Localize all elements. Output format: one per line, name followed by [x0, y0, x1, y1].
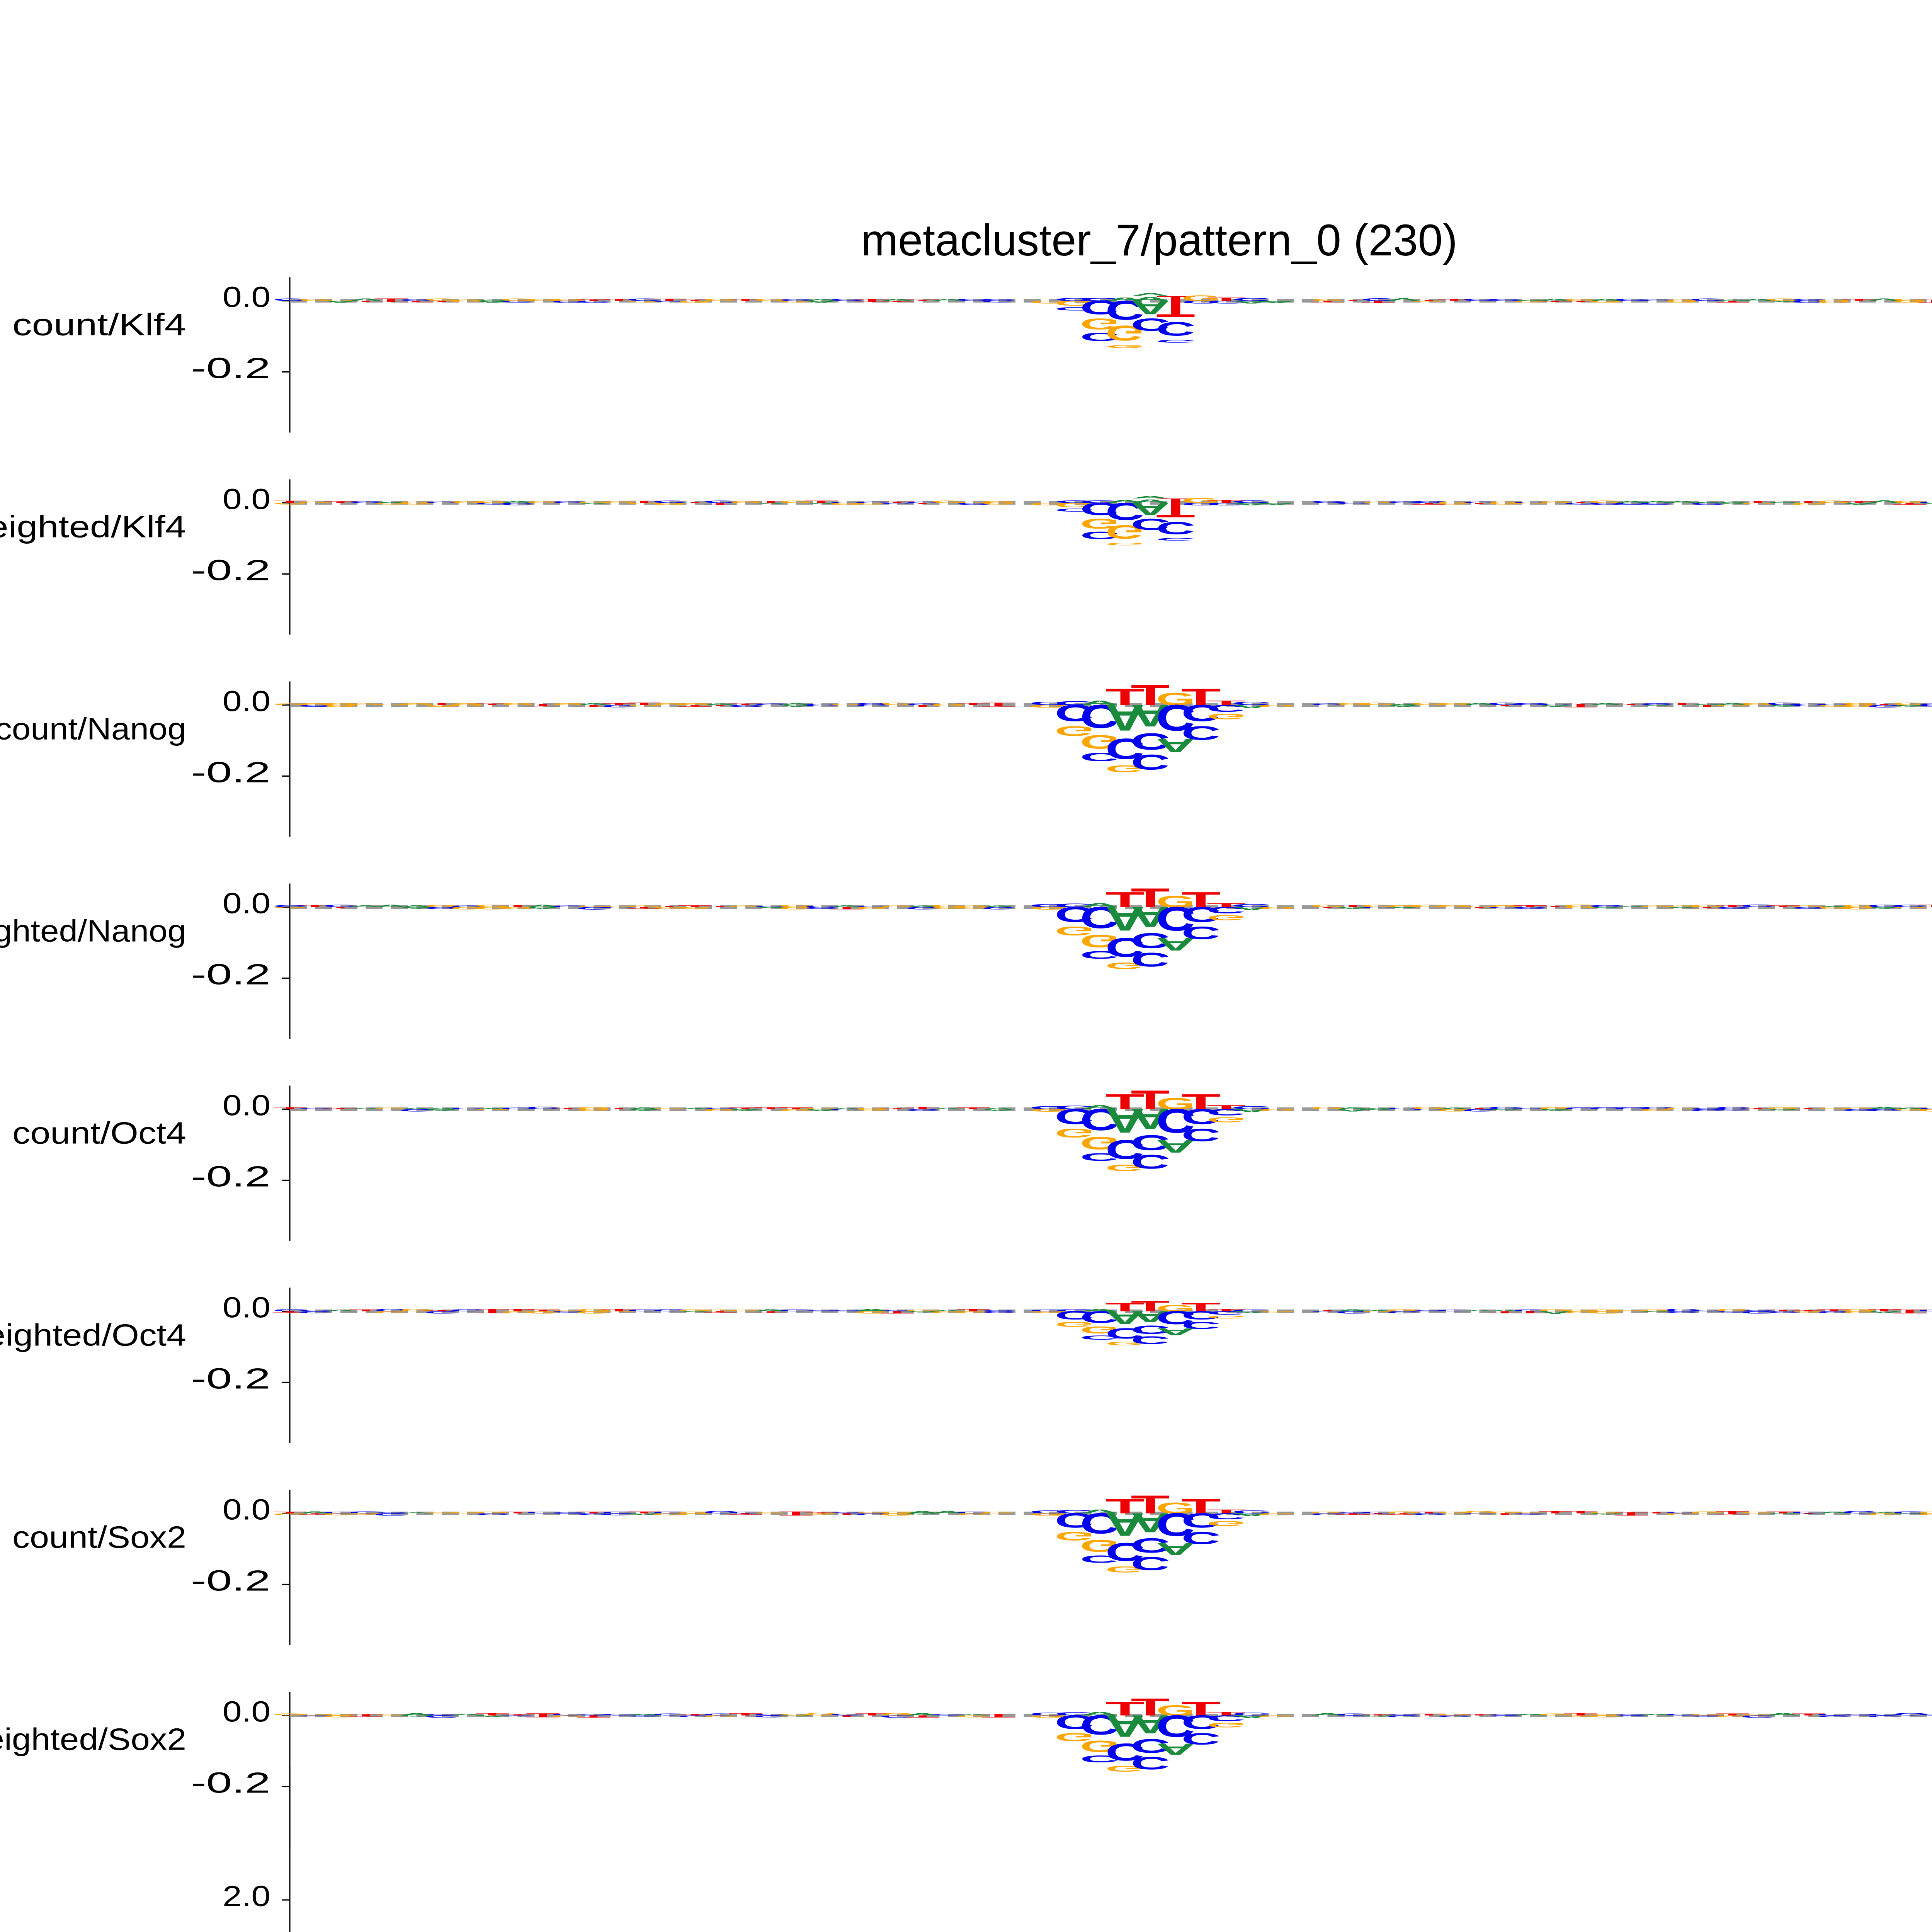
svg-text:G: G — [1257, 1513, 1296, 1516]
svg-text:T: T — [1163, 1911, 1188, 1932]
svg-text:G: G — [1257, 1715, 1296, 1718]
svg-text:count/Nanog: count/Nanog — [0, 712, 186, 746]
svg-text:2.0: 2.0 — [223, 1880, 270, 1912]
svg-text:0.0: 0.0 — [223, 1089, 270, 1122]
svg-text:weighted/Sox2: weighted/Sox2 — [0, 1722, 186, 1757]
svg-text:C: C — [981, 906, 1015, 910]
svg-text:G: G — [1207, 914, 1246, 922]
svg-text:C: C — [1181, 722, 1221, 744]
svg-text:G: G — [1105, 344, 1145, 349]
svg-text:C: C — [1181, 1125, 1221, 1145]
svg-text:A: A — [1257, 502, 1297, 505]
svg-text:G: G — [1257, 906, 1297, 910]
svg-text:C: C — [1181, 1528, 1221, 1547]
svg-text:weighted/Oct4: weighted/Oct4 — [0, 1318, 186, 1352]
svg-text:C: C — [1918, 704, 1932, 707]
svg-text:-0.2: -0.2 — [191, 756, 270, 789]
svg-text:-0.2: -0.2 — [191, 958, 270, 991]
svg-text:G: G — [981, 1511, 1015, 1514]
svg-text:T: T — [1918, 904, 1932, 908]
svg-text:count/Klf4: count/Klf4 — [12, 308, 186, 342]
svg-text:count/Oct4: count/Oct4 — [12, 1116, 186, 1150]
svg-text:C: C — [1156, 318, 1196, 340]
svg-text:0.0: 0.0 — [223, 1696, 270, 1728]
svg-text:0.0: 0.0 — [223, 1493, 270, 1526]
svg-text:-0.2: -0.2 — [191, 1160, 270, 1193]
svg-text:G: G — [1189, 1930, 1213, 1932]
svg-text:-0.2: -0.2 — [191, 554, 270, 587]
svg-text:T: T — [1138, 1904, 1163, 1932]
svg-text:0.0: 0.0 — [223, 887, 270, 920]
svg-text:G: G — [1918, 1109, 1932, 1112]
svg-text:C: C — [981, 1311, 1015, 1313]
svg-text:C: C — [1156, 518, 1196, 538]
svg-text:metacluster_7/pattern_0 (230): metacluster_7/pattern_0 (230) — [861, 216, 1458, 265]
svg-text:T: T — [1214, 1920, 1238, 1932]
svg-text:-0.2: -0.2 — [191, 1565, 270, 1597]
svg-text:A: A — [981, 1109, 1015, 1111]
svg-text:weighted/Nanog: weighted/Nanog — [0, 914, 186, 948]
svg-text:C: C — [1918, 1309, 1932, 1311]
svg-text:count/Sox2: count/Sox2 — [12, 1520, 186, 1554]
svg-text:C: C — [1156, 339, 1196, 343]
svg-text:A: A — [1257, 300, 1297, 304]
svg-text:G: G — [1207, 1315, 1246, 1319]
svg-text:0.0: 0.0 — [223, 483, 270, 515]
svg-text:G: G — [1105, 542, 1145, 546]
svg-text:0.0: 0.0 — [223, 1291, 270, 1324]
svg-text:G: G — [1207, 712, 1246, 721]
svg-text:G: G — [1207, 1520, 1246, 1527]
svg-text:A: A — [1918, 502, 1932, 504]
svg-text:C: C — [1181, 1320, 1221, 1331]
svg-text:-0.2: -0.2 — [191, 1362, 270, 1395]
svg-text:C: C — [981, 300, 1015, 303]
svg-text:C: C — [1918, 1714, 1932, 1716]
svg-text:G: G — [1207, 1721, 1246, 1729]
svg-text:G: G — [1257, 1109, 1297, 1112]
svg-text:T: T — [981, 704, 1015, 707]
svg-text:C: C — [1181, 1730, 1221, 1748]
svg-text:T: T — [1918, 300, 1932, 304]
svg-text:G: G — [1257, 1311, 1296, 1313]
svg-text:0.0: 0.0 — [223, 685, 270, 718]
svg-text:G: G — [1918, 1513, 1932, 1515]
svg-text:G: G — [1257, 704, 1296, 708]
svg-text:-0.2: -0.2 — [191, 352, 270, 384]
svg-text:G: G — [981, 502, 1015, 505]
svg-text:-0.2: -0.2 — [191, 1767, 270, 1799]
svg-text:C: C — [1156, 537, 1196, 541]
svg-text:0.0: 0.0 — [223, 281, 270, 313]
svg-text:G: G — [1207, 1116, 1246, 1124]
svg-text:C: C — [1181, 923, 1221, 943]
svg-text:T: T — [981, 1715, 1015, 1718]
svg-text:weighted/Klf4: weighted/Klf4 — [0, 510, 186, 544]
